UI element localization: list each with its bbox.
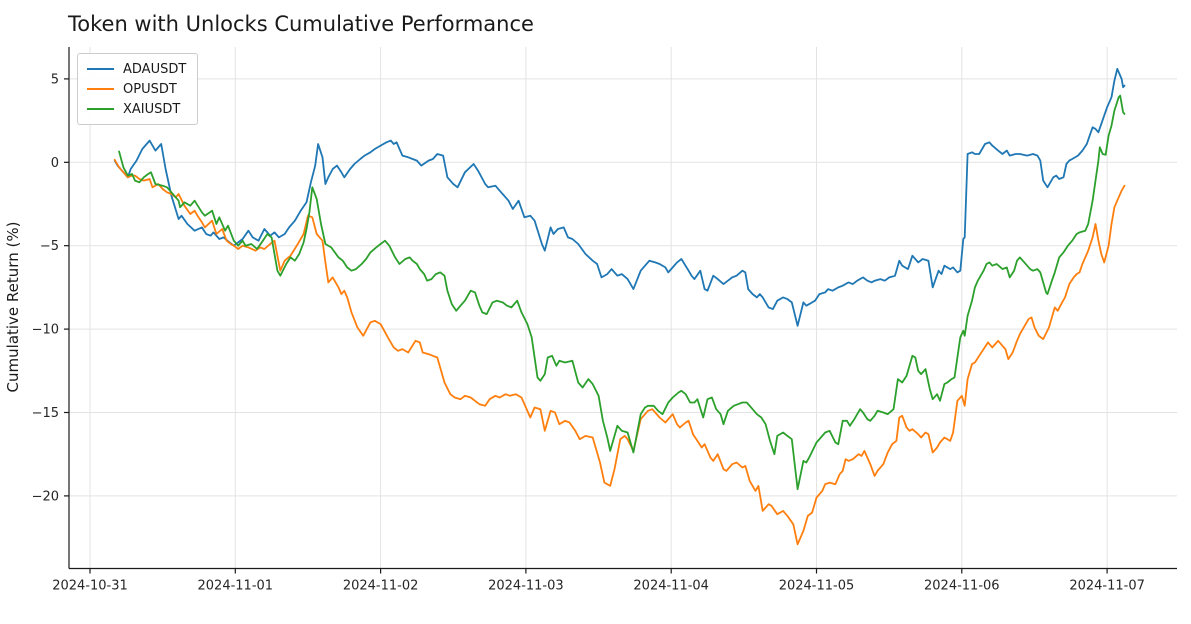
x-tick-label: 2024-11-05 (779, 579, 855, 594)
legend-item-OPUSDT: OPUSDT (87, 79, 186, 99)
series-line-XAIUSDT (118, 94, 1126, 491)
tick-marks (64, 78, 1108, 574)
gridlines (69, 47, 1177, 569)
x-tick-label: 2024-10-31 (52, 579, 128, 594)
legend-item-ADAUSDT: ADAUSDT (87, 59, 186, 79)
legend-line-swatch (87, 68, 114, 70)
series-lines (113, 68, 1126, 546)
legend-label: ADAUSDT (123, 61, 187, 77)
x-tick-label: 2024-11-07 (1069, 579, 1145, 594)
x-tick-label: 2024-11-02 (343, 579, 419, 594)
legend: ADAUSDT OPUSDT XAIUSDT (77, 53, 199, 125)
legend-item-XAIUSDT: XAIUSDT (87, 99, 186, 119)
x-tick-label: 2024-11-03 (488, 579, 564, 594)
y-tick-label: −15 (32, 406, 59, 421)
legend-label: XAIUSDT (123, 101, 181, 117)
chart-title: Token with Unlocks Cumulative Performanc… (68, 12, 534, 36)
y-tick-label: −5 (40, 239, 59, 254)
legend-label: OPUSDT (123, 81, 177, 97)
series-line-ADAUSDT (113, 68, 1126, 327)
legend-line-swatch (87, 88, 114, 90)
y-tick-label: −20 (32, 489, 59, 504)
series-line-OPUSDT (113, 158, 1126, 546)
x-tick-label: 2024-11-04 (633, 579, 709, 594)
x-tick-label: 2024-11-01 (198, 579, 274, 594)
y-tick-label: 0 (51, 156, 59, 171)
y-tick-label: −10 (32, 323, 59, 338)
axes (68, 47, 1177, 570)
tick-labels: 2024-10-31 2024-11-01 2024-11-02 2024-11-03… (32, 72, 1145, 593)
x-tick-label: 2024-11-06 (924, 579, 1000, 594)
legend-line-swatch (87, 108, 114, 110)
y-tick-label: 5 (51, 72, 59, 87)
